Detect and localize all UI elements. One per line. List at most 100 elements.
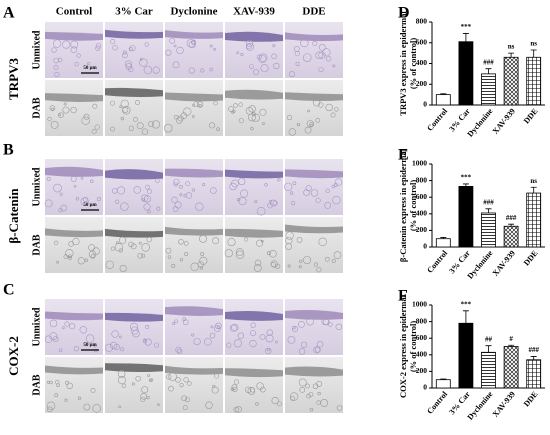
tissue-texture — [114, 243, 124, 252]
tissue-texture — [136, 122, 144, 130]
tissue-texture — [141, 253, 146, 258]
tissue-texture — [105, 260, 114, 270]
tissue-texture — [285, 243, 292, 250]
tissue-texture — [298, 320, 305, 328]
tissue-texture — [331, 258, 336, 264]
micrograph — [225, 357, 283, 413]
bar — [458, 322, 474, 389]
tissue-texture — [259, 386, 266, 393]
tissue-texture — [140, 396, 146, 403]
tissue-texture — [175, 117, 183, 124]
tissue-texture — [138, 241, 142, 245]
tissue-texture — [230, 387, 235, 392]
tissue-texture — [247, 387, 256, 395]
micrograph — [45, 357, 103, 413]
tissue-texture — [184, 252, 189, 257]
row-label: β-Catenin — [6, 188, 21, 244]
y-axis-label: (% of control) — [408, 38, 418, 89]
tissue-texture — [62, 106, 70, 114]
tissue-texture — [304, 126, 312, 134]
error-bar — [530, 356, 537, 360]
tissue-texture — [320, 399, 329, 407]
y-tick-label: 400 — [416, 58, 428, 67]
tissue-texture — [324, 201, 332, 209]
tissue-texture — [323, 318, 330, 326]
y-tick-label: 800 — [416, 17, 428, 26]
error-bar — [462, 310, 469, 324]
tissue-texture — [54, 393, 58, 398]
tissue-texture — [250, 322, 256, 328]
panel-letter: B — [3, 142, 14, 159]
epidermis — [165, 306, 223, 316]
tissue-texture — [199, 234, 207, 243]
micrograph — [225, 217, 283, 273]
tissue-texture — [67, 256, 73, 261]
tissue-texture — [110, 39, 116, 45]
tissue-texture — [233, 103, 238, 108]
tissue-texture — [287, 335, 296, 344]
tissue-texture — [305, 383, 310, 389]
tissue-texture — [128, 241, 134, 248]
tissue-texture — [117, 376, 127, 385]
tissue-texture — [198, 103, 202, 108]
tissue-texture — [104, 343, 114, 352]
epidermis — [285, 92, 343, 102]
tissue-texture — [246, 43, 252, 50]
stain-label: Unmixed — [31, 307, 42, 346]
x-tick-label: XAV-939 — [491, 107, 517, 136]
tissue-texture — [294, 51, 300, 57]
tissue-texture — [287, 264, 291, 268]
significance-label: ns — [530, 40, 537, 48]
tissue-texture — [275, 340, 278, 344]
tissue-texture — [66, 382, 73, 390]
micrograph — [165, 159, 223, 215]
bar — [458, 186, 474, 248]
tissue-texture — [231, 179, 239, 188]
tissue-texture — [289, 191, 294, 195]
tissue-texture — [74, 62, 79, 67]
tissue-texture — [273, 62, 280, 70]
tissue-texture — [139, 57, 143, 61]
y-tick-label: 800 — [416, 316, 428, 325]
tissue-texture — [316, 267, 322, 273]
tissue-texture — [270, 260, 278, 268]
tissue-texture — [144, 338, 152, 346]
tissue-texture — [60, 204, 68, 212]
tissue-texture — [256, 239, 264, 247]
tissue-texture — [172, 322, 176, 325]
tissue-texture — [214, 373, 220, 379]
tissue-texture — [168, 372, 177, 381]
tissue-texture — [181, 395, 187, 402]
tissue-texture — [96, 197, 101, 202]
micrograph — [285, 357, 343, 413]
micrograph — [225, 22, 283, 78]
tissue-texture — [77, 396, 82, 400]
significance-label: ## — [485, 335, 493, 343]
tissue-texture — [142, 197, 146, 201]
tissue-texture — [128, 125, 135, 131]
tissue-texture — [113, 343, 120, 351]
tissue-texture — [90, 254, 96, 259]
row-label: TRPV3 — [6, 58, 21, 100]
panel-letter: F — [398, 288, 408, 305]
tissue-texture — [182, 317, 187, 322]
tissue-texture — [116, 186, 126, 195]
x-tick-label: Control — [425, 248, 449, 275]
tissue-texture — [75, 197, 80, 201]
tissue-texture — [83, 113, 90, 120]
tissue-texture — [65, 249, 74, 258]
tissue-texture — [334, 178, 343, 186]
tissue-texture — [57, 57, 63, 63]
tissue-texture — [266, 348, 270, 352]
tissue-texture — [336, 405, 343, 411]
tissue-texture — [62, 326, 65, 330]
tissue-texture — [131, 382, 135, 386]
tissue-texture — [196, 101, 204, 108]
micrograph — [285, 159, 343, 215]
tissue-texture — [298, 348, 306, 355]
y-tick-label: 0 — [423, 383, 427, 392]
tissue-texture — [135, 100, 140, 105]
tissue-texture — [316, 340, 324, 348]
tissue-texture — [110, 341, 118, 350]
tissue-texture — [128, 66, 134, 72]
